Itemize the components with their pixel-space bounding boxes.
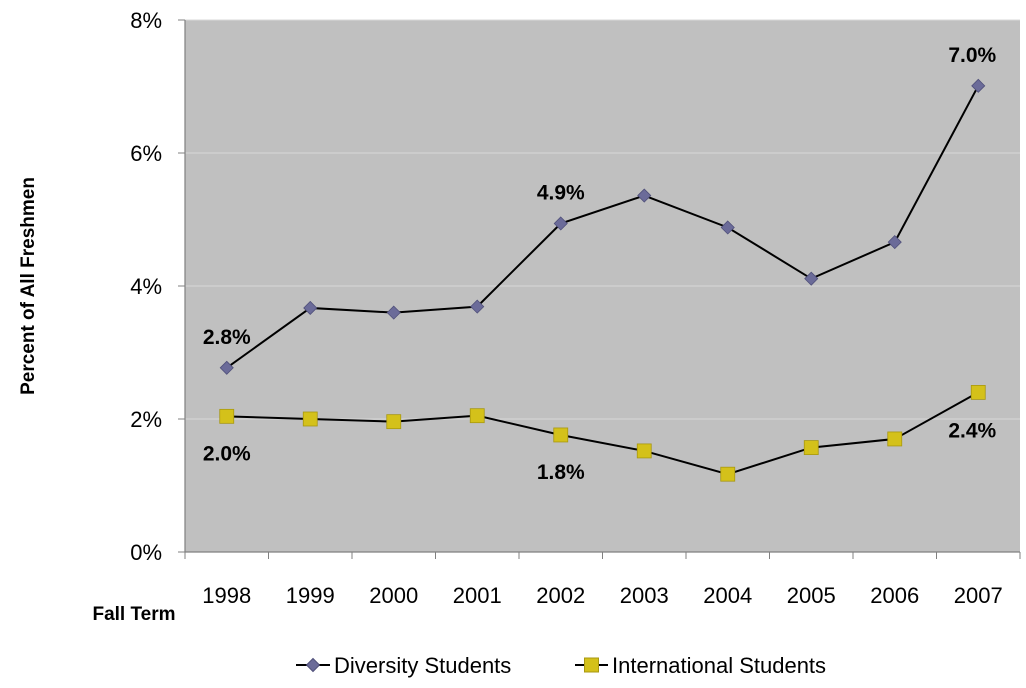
data-point-international — [970, 384, 986, 400]
data-point-diversity — [804, 271, 819, 286]
data-point-international — [636, 443, 652, 459]
x-tick-label: 2003 — [620, 583, 669, 608]
legend-item-diversity: Diversity Students — [296, 653, 511, 678]
data-point-international — [302, 411, 318, 427]
series-line-international — [226, 391, 979, 476]
legend: Diversity Students International Student… — [296, 653, 826, 678]
legend-label-diversity: Diversity Students — [334, 653, 511, 678]
x-tick-label: 2004 — [703, 583, 752, 608]
y-tick-label: 0% — [130, 540, 162, 565]
data-label: 1.8% — [537, 461, 585, 484]
y-tick-label: 6% — [130, 141, 162, 166]
data-point-international — [219, 408, 235, 424]
data-point-international — [469, 408, 485, 424]
data-point-diversity — [971, 78, 986, 93]
y-tick-label: 8% — [130, 8, 162, 33]
data-label: 4.9% — [537, 181, 585, 204]
data-point-diversity — [887, 235, 902, 250]
data-point-international — [386, 414, 402, 430]
data-label: 2.4% — [948, 419, 996, 442]
data-point-diversity — [219, 360, 234, 375]
legend-label-international: International Students — [612, 653, 826, 678]
axes: 0% 2% 4% 6% 8% 1998 1999 2000 2001 2002 2003 2004 20… — [130, 8, 1021, 608]
x-axis-title: Fall Term — [92, 604, 175, 625]
x-tick-label: 2006 — [870, 583, 919, 608]
data-point-international — [553, 427, 569, 443]
data-labels: 2.8% 4.9% 7.0% 2.0% 1.8% 2.4% — [203, 44, 997, 484]
legend-marker-international — [584, 657, 599, 673]
x-tick-label: 1998 — [202, 583, 251, 608]
x-tick-label: 2007 — [954, 583, 1003, 608]
series-line-diversity — [226, 85, 980, 369]
data-point-diversity — [720, 220, 735, 235]
x-tick-label: 2002 — [536, 583, 585, 608]
data-point-diversity — [386, 305, 401, 320]
data-point-international — [803, 440, 819, 455]
data-point-diversity — [470, 299, 485, 314]
data-label: 2.8% — [203, 326, 251, 349]
legend-marker-diversity — [305, 657, 321, 673]
data-point-international — [887, 431, 903, 447]
data-point-diversity — [637, 188, 652, 203]
series-layer — [219, 78, 986, 482]
data-label: 2.0% — [203, 442, 251, 465]
x-tick-label: 2000 — [369, 583, 418, 608]
data-point-international — [720, 466, 736, 482]
x-tick-label: 2005 — [787, 583, 836, 608]
data-label: 7.0% — [948, 44, 996, 67]
y-tick-label: 4% — [130, 274, 162, 299]
y-tick-label: 2% — [130, 407, 162, 432]
data-point-diversity — [553, 216, 568, 231]
x-tick-label: 1999 — [286, 583, 335, 608]
legend-item-international: International Students — [575, 653, 826, 678]
data-point-diversity — [303, 300, 318, 316]
y-axis-title: Percent of All Freshmen — [18, 177, 39, 395]
x-tick-label: 2001 — [453, 583, 502, 608]
